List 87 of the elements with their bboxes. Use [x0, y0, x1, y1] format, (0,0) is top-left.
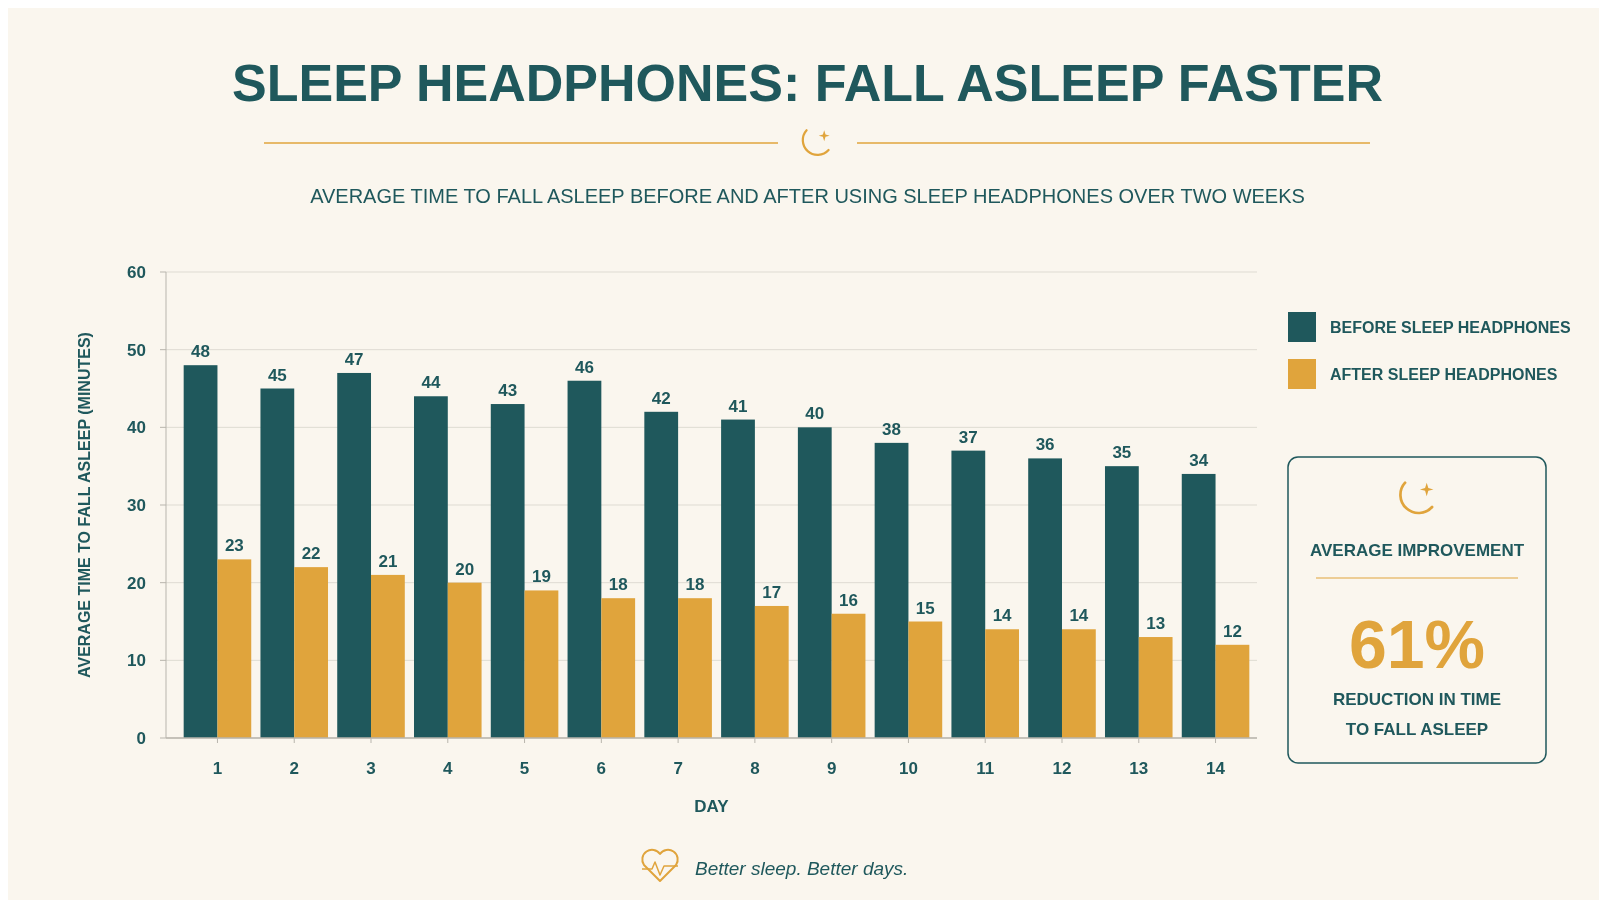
chart-title: SLEEP HEADPHONES: FALL ASLEEP FASTER — [232, 54, 1383, 112]
bar — [678, 598, 712, 738]
legend-label: BEFORE SLEEP HEADPHONES — [1330, 319, 1571, 336]
y-tick-label: 0 — [136, 729, 146, 748]
x-tick-label: 12 — [1052, 759, 1072, 778]
x-tick-label: 8 — [750, 759, 760, 778]
bar — [260, 388, 295, 738]
data-label: 15 — [915, 598, 935, 618]
data-label: 41 — [728, 396, 748, 416]
text: AVERAGE IMPROVEMENT — [1309, 541, 1525, 560]
bar — [217, 559, 252, 738]
y-tick-label: 50 — [127, 340, 146, 360]
data-label: 46 — [574, 357, 594, 377]
data-label: 43 — [498, 381, 518, 401]
data-label: 48 — [191, 342, 211, 362]
bar — [1028, 458, 1062, 738]
data-label: 44 — [421, 373, 441, 393]
bar — [721, 419, 755, 738]
data-label: 16 — [839, 590, 859, 610]
bar — [1215, 644, 1250, 738]
bar — [754, 605, 789, 738]
data-label: 14 — [992, 606, 1013, 626]
data-label: 14 — [1069, 606, 1089, 626]
bar — [567, 380, 602, 738]
text: 61% — [1348, 606, 1486, 682]
bar — [1181, 473, 1216, 738]
x-tick-label: 6 — [596, 759, 607, 778]
bar — [524, 590, 559, 738]
data-label: 42 — [651, 388, 671, 408]
data-label: 23 — [224, 536, 244, 556]
x-tick-label: 11 — [976, 759, 995, 778]
bar — [601, 598, 636, 738]
x-tick-label: 9 — [826, 759, 837, 778]
bar — [797, 427, 832, 738]
x-tick-label: 5 — [519, 759, 530, 778]
data-label: 38 — [882, 419, 902, 439]
data-label: 35 — [1112, 443, 1132, 463]
x-tick-label: 13 — [1129, 759, 1149, 778]
bar — [1104, 466, 1139, 738]
data-label: 45 — [267, 365, 287, 385]
bar — [414, 396, 448, 738]
data-label: 13 — [1146, 614, 1166, 634]
bar — [831, 613, 866, 738]
bar — [908, 621, 943, 738]
bar — [371, 574, 405, 738]
bar — [1138, 637, 1173, 738]
x-tick-label: 7 — [673, 759, 683, 778]
x-tick-label: 2 — [289, 759, 299, 778]
data-label: 36 — [1035, 435, 1055, 455]
y-tick-label: 10 — [127, 651, 146, 671]
chart-subtitle: AVERAGE TIME TO FALL ASLEEP BEFORE AND AFTER USING SLEEP HEADPHONES OVER TWO WEEKS — [310, 185, 1305, 207]
bar — [874, 442, 909, 738]
bar — [490, 404, 525, 738]
data-label: 19 — [531, 567, 551, 587]
data-label: 34 — [1189, 450, 1209, 470]
data-label: 12 — [1222, 621, 1242, 641]
data-label: 17 — [762, 582, 782, 602]
legend-label: AFTER SLEEP HEADPHONES — [1330, 366, 1558, 383]
x-axis-title: DAY — [694, 797, 730, 816]
bar — [644, 411, 679, 738]
x-tick-label: 4 — [443, 759, 454, 778]
bar — [447, 582, 482, 738]
data-label: 21 — [378, 551, 398, 571]
y-tick-label: 20 — [127, 573, 146, 593]
data-label: 37 — [958, 427, 978, 447]
bar — [337, 372, 372, 738]
bar — [183, 365, 218, 738]
text: REDUCTION IN TIME TO FALL ASLEEP — [1332, 690, 1502, 739]
y-tick-label: 40 — [127, 418, 146, 438]
x-tick-label: 10 — [898, 759, 918, 778]
bar — [951, 450, 986, 738]
y-tick-label: 30 — [127, 496, 146, 515]
data-label: 40 — [805, 404, 825, 424]
data-label: 47 — [344, 349, 364, 369]
text: Better sleep. Better days. — [695, 858, 909, 879]
bar — [1061, 629, 1096, 738]
data-label: 22 — [301, 544, 321, 564]
data-label: 18 — [608, 575, 628, 595]
x-tick-label: 14 — [1206, 759, 1226, 778]
bar — [985, 629, 1019, 738]
bar — [294, 567, 329, 738]
x-tick-label: 1 — [212, 759, 223, 778]
data-label: 20 — [455, 559, 475, 579]
data-label: 18 — [685, 575, 705, 595]
y-tick-label: 60 — [127, 263, 146, 282]
y-axis-title: AVERAGE TIME TO FALL ASLEEP (MINUTES) — [76, 332, 93, 678]
x-tick-label: 3 — [366, 759, 376, 778]
